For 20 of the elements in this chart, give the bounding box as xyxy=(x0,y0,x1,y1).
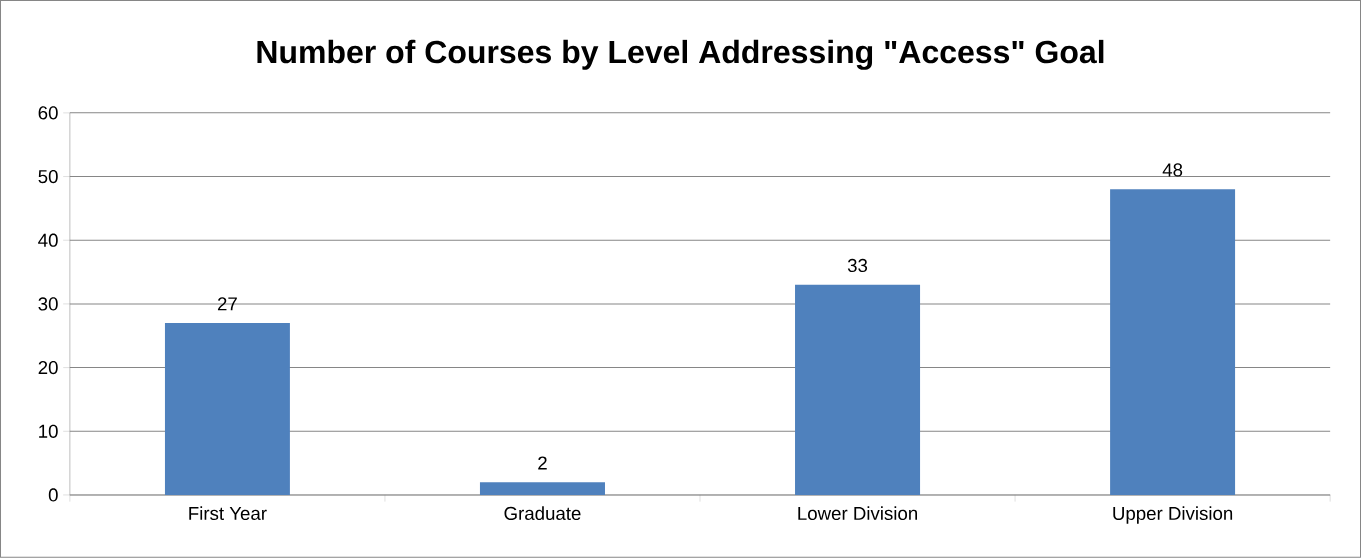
bar xyxy=(1110,189,1236,496)
bar xyxy=(795,284,921,496)
y-tick-label: 30 xyxy=(38,297,58,311)
y-tick-label: 20 xyxy=(38,361,58,375)
y-tick-label: 60 xyxy=(38,106,58,120)
x-tick-label: First Year xyxy=(189,506,267,521)
y-tick-label: 40 xyxy=(38,233,58,247)
data-label: 33 xyxy=(847,258,868,273)
data-label: 27 xyxy=(217,297,237,311)
chart-title: Number of Courses by Level Addressing "Access" Goal xyxy=(257,39,1104,70)
data-label: 48 xyxy=(1162,163,1183,177)
bar xyxy=(164,323,290,496)
x-tick-label: Lower Division xyxy=(798,506,917,521)
data-label: 2 xyxy=(538,456,547,470)
x-tick-label: Graduate xyxy=(504,506,581,521)
x-tick-label: Upper Division xyxy=(1113,506,1233,524)
y-tick-label: 50 xyxy=(38,170,58,184)
bar xyxy=(479,482,605,496)
y-tick-label: 10 xyxy=(39,424,58,438)
y-tick-label: 0 xyxy=(48,488,58,502)
